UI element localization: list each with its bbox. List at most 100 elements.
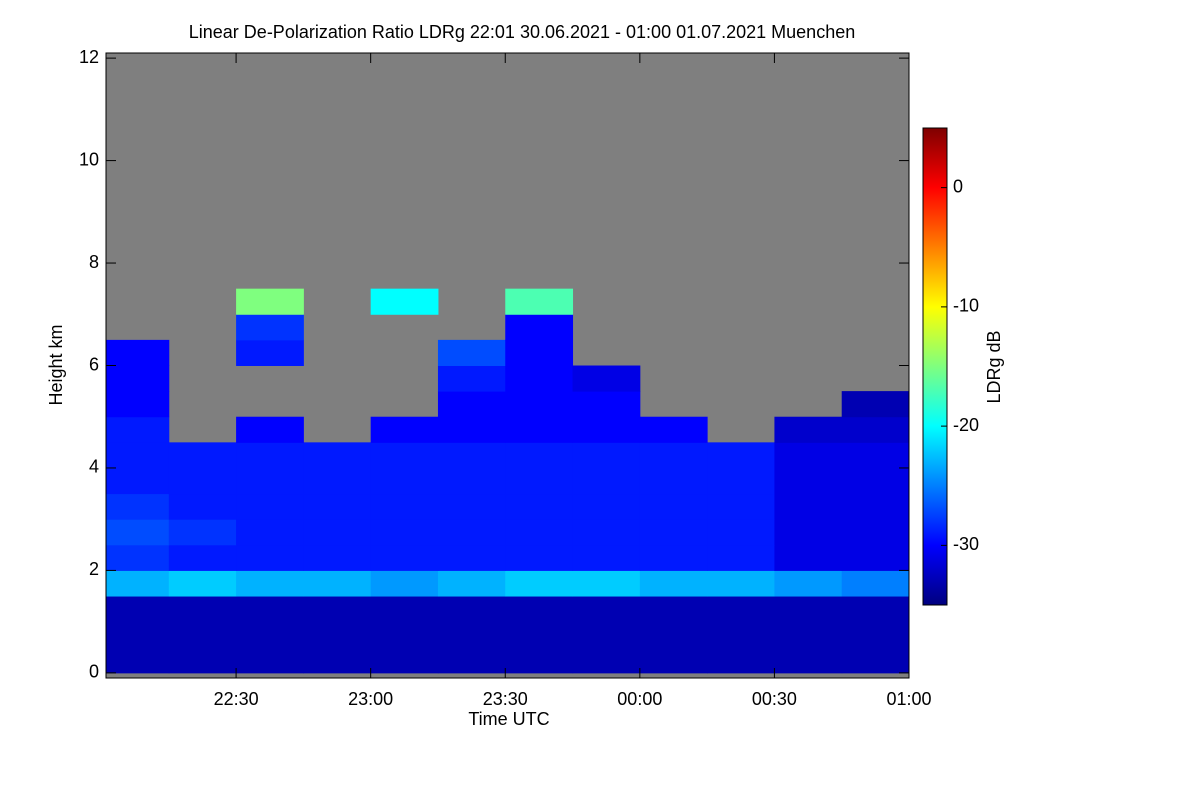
heatmap-cell xyxy=(236,570,304,597)
heatmap-cell xyxy=(505,647,574,674)
heatmap-cell xyxy=(437,596,506,623)
heatmap-cell xyxy=(639,519,708,546)
heatmap-cell xyxy=(505,339,574,366)
heatmap-cell xyxy=(303,544,372,571)
heatmap-cell xyxy=(841,493,910,520)
heatmap-cell xyxy=(437,493,506,520)
heatmap-cell xyxy=(106,596,170,623)
heatmap-cell xyxy=(505,365,574,392)
heatmap-cell xyxy=(303,493,372,520)
heatmap-cell xyxy=(774,621,843,648)
heatmap-cell xyxy=(168,467,237,495)
x-tick-label: 01:00 xyxy=(886,689,931,709)
heatmap-cell xyxy=(639,647,708,674)
heatmap-cell xyxy=(841,570,910,597)
colorbar-tick-label: 0 xyxy=(953,176,963,196)
heatmap-cell xyxy=(236,621,304,648)
heatmap-cell xyxy=(370,416,439,443)
heatmap-cell xyxy=(106,519,170,546)
heatmap-cell xyxy=(168,519,237,546)
heatmap-cell xyxy=(774,596,843,623)
heatmap-cell xyxy=(370,519,439,546)
colorbar-tick-label: -10 xyxy=(953,296,979,316)
heatmap-cell xyxy=(303,596,372,623)
y-axis-label: Height km xyxy=(46,324,66,405)
heatmap-cell xyxy=(168,442,237,469)
heatmap-cell xyxy=(841,596,910,623)
heatmap-cell xyxy=(370,596,439,623)
heatmap-cell xyxy=(437,519,506,546)
heatmap-cell xyxy=(303,467,372,495)
heatmap-cell xyxy=(106,365,170,392)
heatmap-cell xyxy=(370,467,439,495)
heatmap-cell xyxy=(639,467,708,495)
heatmap-cell xyxy=(639,570,708,597)
heatmap-cell xyxy=(236,416,304,443)
x-tick-label: 22:30 xyxy=(214,689,259,709)
heatmap-cell xyxy=(236,596,304,623)
heatmap-cell xyxy=(106,570,170,597)
y-tick-label: 12 xyxy=(79,47,99,67)
heatmap-cell xyxy=(168,621,237,648)
heatmap-cell xyxy=(106,467,170,495)
heatmap-cell xyxy=(505,596,574,623)
heatmap-cell xyxy=(572,570,641,597)
heatmap-cell xyxy=(707,442,775,469)
y-tick-label: 6 xyxy=(89,354,99,374)
heatmap-cell xyxy=(168,596,237,623)
heatmap-cell xyxy=(572,442,641,469)
heatmap-cell xyxy=(437,391,506,418)
heatmap-cell xyxy=(236,288,304,315)
heatmap-cell xyxy=(236,519,304,546)
heatmap-cell xyxy=(437,544,506,571)
heatmap-cell xyxy=(437,570,506,597)
heatmap-cell xyxy=(639,442,708,469)
heatmap-cell xyxy=(841,442,910,469)
colorbar xyxy=(922,127,948,606)
heatmap-cell xyxy=(572,596,641,623)
x-tick-label: 23:00 xyxy=(348,689,393,709)
heatmap-cell xyxy=(370,647,439,674)
y-tick-label: 4 xyxy=(89,457,99,477)
heatmap-cell xyxy=(236,647,304,674)
heatmap-cell xyxy=(707,596,775,623)
heatmap-cell xyxy=(106,339,170,366)
heatmap-cell xyxy=(774,493,843,520)
heatmap-cell xyxy=(505,493,574,520)
heatmap-cell xyxy=(841,416,910,443)
heatmap-cell xyxy=(236,442,304,469)
heatmap-cell xyxy=(303,519,372,546)
heatmap-cell xyxy=(639,596,708,623)
heatmap-cell xyxy=(370,493,439,520)
heatmap-cell xyxy=(505,519,574,546)
heatmap-cell xyxy=(774,416,843,443)
heatmap-cell xyxy=(106,416,170,443)
x-axis-label: Time UTC xyxy=(468,709,549,729)
heatmap-cell xyxy=(437,365,506,392)
heatmap-cell xyxy=(707,493,775,520)
heatmap-cell xyxy=(106,442,170,469)
heatmap-cell xyxy=(774,519,843,546)
heatmap-cell xyxy=(437,621,506,648)
heatmap-cell xyxy=(437,647,506,674)
heatmap-cell xyxy=(236,339,304,366)
heatmap-cell xyxy=(370,570,439,597)
heatmap-cell xyxy=(303,570,372,597)
colorbar-tick-label: -20 xyxy=(953,415,979,435)
heatmap-cell xyxy=(437,339,506,366)
heatmap-cell xyxy=(437,416,506,443)
heatmap-cell xyxy=(774,442,843,469)
heatmap-cell xyxy=(505,621,574,648)
y-tick-label: 0 xyxy=(89,662,99,682)
heatmap-cell xyxy=(437,467,506,495)
heatmap-cell xyxy=(505,288,574,315)
chart-title: Linear De-Polarization Ratio LDRg 22:01 … xyxy=(189,22,855,42)
heatmap-cell xyxy=(572,544,641,571)
colorbar-tick-label: -30 xyxy=(953,534,979,554)
heatmap-cell xyxy=(236,544,304,571)
heatmap-cell xyxy=(841,544,910,571)
heatmap-cell xyxy=(505,544,574,571)
heatmap-cell xyxy=(707,467,775,495)
heatmap-cell xyxy=(505,391,574,418)
heatmap-cell xyxy=(841,519,910,546)
